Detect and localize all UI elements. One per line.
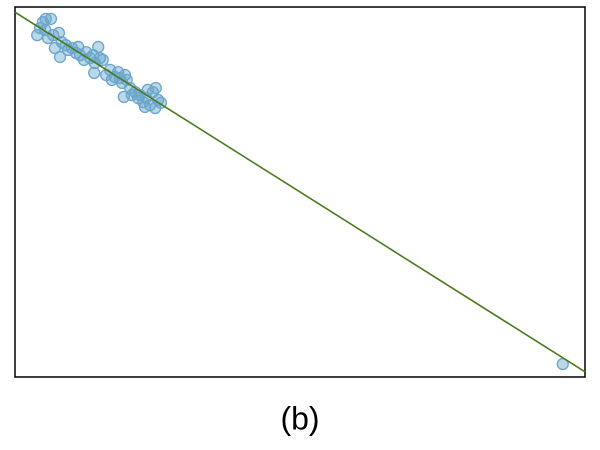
plot-frame — [14, 6, 586, 378]
scatter-point — [92, 40, 105, 54]
scatter-point — [149, 101, 162, 115]
scatter-point — [52, 26, 66, 40]
scatter-point — [96, 53, 109, 67]
scatter-point — [53, 50, 67, 64]
scatter-point — [44, 12, 58, 25]
fit-line — [14, 11, 586, 373]
chart-title: (b) — [280, 400, 319, 436]
scatter-point — [149, 81, 162, 95]
scatter-point — [138, 100, 152, 114]
scatter-point — [88, 66, 101, 80]
